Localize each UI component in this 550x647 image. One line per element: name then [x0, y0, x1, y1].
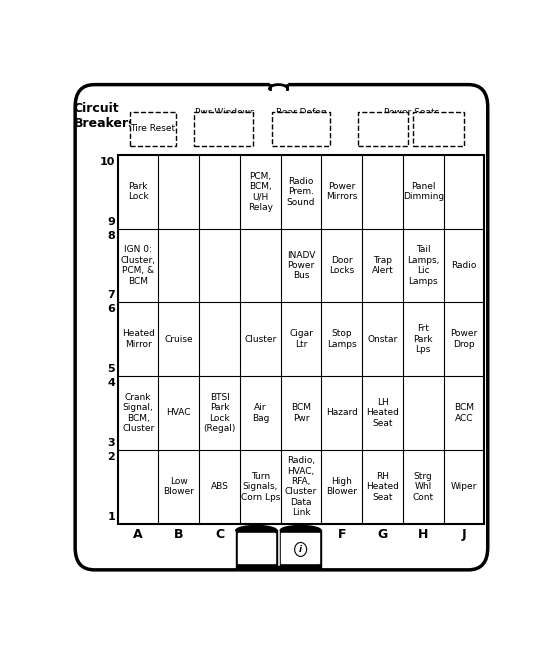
Text: Tail
Lamps,
Lic
Lamps: Tail Lamps, Lic Lamps [407, 245, 439, 285]
FancyBboxPatch shape [130, 111, 176, 146]
Bar [118, 155, 485, 523]
Text: BCM
Pwr: BCM Pwr [291, 403, 311, 422]
Text: 2: 2 [107, 452, 115, 462]
Text: BCM
ACC: BCM ACC [454, 403, 474, 422]
Polygon shape [236, 566, 321, 569]
Polygon shape [270, 80, 288, 93]
Polygon shape [236, 531, 277, 566]
Text: HVAC: HVAC [167, 408, 191, 417]
FancyBboxPatch shape [413, 111, 464, 146]
Text: Strg
Whl
Cont: Strg Whl Cont [412, 472, 434, 501]
Text: 8: 8 [107, 230, 115, 241]
Text: Heated
Mirror: Heated Mirror [122, 329, 155, 349]
Polygon shape [295, 542, 306, 556]
Text: INADV
Power
Bus: INADV Power Bus [287, 250, 315, 280]
Text: Tire Reset: Tire Reset [130, 124, 175, 133]
Text: Cigar
Ltr: Cigar Ltr [289, 329, 313, 349]
Text: Air
Bag: Air Bag [252, 403, 269, 422]
Text: A: A [133, 527, 143, 540]
Text: Radio
Prem.
Sound: Radio Prem. Sound [287, 177, 315, 206]
Text: Crank
Signal,
BCM,
Cluster: Crank Signal, BCM, Cluster [122, 393, 154, 433]
Text: F: F [338, 527, 346, 540]
Text: Onstar: Onstar [367, 334, 398, 344]
Polygon shape [280, 525, 321, 531]
Text: D: D [255, 527, 266, 540]
Text: ABS: ABS [211, 482, 229, 491]
Text: Cluster: Cluster [244, 334, 277, 344]
Text: 4: 4 [107, 378, 115, 388]
Text: 6: 6 [107, 304, 115, 314]
Text: High
Blower: High Blower [326, 477, 358, 496]
Polygon shape [238, 534, 276, 564]
Text: Door
Locks: Door Locks [329, 256, 354, 275]
Text: PCM,
BCM,
U/H
Relay: PCM, BCM, U/H Relay [248, 171, 273, 212]
Text: Pwr Windows
Pwr Sunroof: Pwr Windows Pwr Sunroof [195, 107, 254, 127]
Text: Circuit
Breakers: Circuit Breakers [74, 102, 136, 130]
Text: Power
Drop: Power Drop [450, 329, 477, 349]
Text: Rear Defog: Rear Defog [276, 107, 326, 116]
Text: i: i [299, 545, 302, 554]
FancyBboxPatch shape [272, 111, 329, 146]
Text: RH
Heated
Seat: RH Heated Seat [366, 472, 399, 501]
Text: BTSI
Park
Lock
(Regal): BTSI Park Lock (Regal) [204, 393, 236, 433]
Text: 10: 10 [100, 157, 115, 167]
Text: 9: 9 [107, 217, 115, 226]
FancyBboxPatch shape [194, 111, 253, 146]
Text: Trap
Alert: Trap Alert [372, 256, 393, 275]
Polygon shape [280, 531, 321, 566]
Text: 7: 7 [107, 291, 115, 300]
Text: 5: 5 [108, 364, 115, 374]
Text: Park
Lock: Park Lock [128, 182, 148, 201]
Text: Cruise: Cruise [164, 334, 193, 344]
Text: Frt
Park
Lps: Frt Park Lps [414, 324, 433, 354]
Text: Radio: Radio [452, 261, 477, 270]
Text: J: J [461, 527, 466, 540]
Text: Stop
Lamps: Stop Lamps [327, 329, 356, 349]
Text: Power Seats: Power Seats [384, 107, 439, 116]
Text: Panel
Dimming: Panel Dimming [403, 182, 444, 201]
Text: C: C [215, 527, 224, 540]
Text: IGN 0:
Cluster,
PCM, &
BCM: IGN 0: Cluster, PCM, & BCM [120, 245, 156, 285]
Text: Power
Mirrors: Power Mirrors [326, 182, 358, 201]
Text: 3: 3 [108, 438, 115, 448]
Text: LH
Heated
Seat: LH Heated Seat [366, 398, 399, 428]
FancyBboxPatch shape [358, 111, 409, 146]
Text: Low
Blower: Low Blower [163, 477, 194, 496]
Text: B: B [174, 527, 184, 540]
Text: H: H [418, 527, 428, 540]
Text: Hazard: Hazard [326, 408, 358, 417]
Text: 1: 1 [107, 512, 115, 521]
Text: Turn
Signals,
Corn Lps: Turn Signals, Corn Lps [241, 472, 280, 501]
Text: Wiper: Wiper [451, 482, 477, 491]
Text: G: G [377, 527, 388, 540]
Polygon shape [236, 525, 277, 531]
Polygon shape [282, 534, 318, 564]
Text: E: E [297, 527, 305, 540]
Text: Radio,
HVAC,
RFA,
Cluster
Data
Link: Radio, HVAC, RFA, Cluster Data Link [285, 456, 317, 517]
